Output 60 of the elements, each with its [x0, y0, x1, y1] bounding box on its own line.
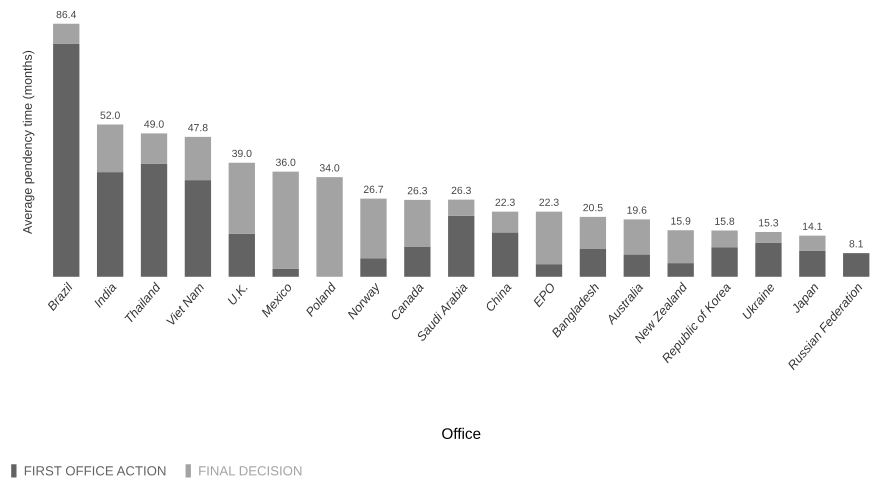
legend-label: FIRST OFFICE ACTION	[24, 466, 166, 476]
x-tick-label: U.K.	[227, 283, 248, 306]
annotation: 49.0	[144, 120, 164, 128]
bar	[316, 177, 343, 277]
bar	[53, 24, 80, 44]
bar	[228, 234, 255, 277]
bar	[140, 133, 168, 164]
annotation: 15.3	[759, 219, 778, 226]
bar	[272, 268, 299, 277]
y-axis-title: Average pendency time (months)	[22, 50, 34, 234]
bar	[843, 253, 870, 277]
bar	[799, 236, 826, 251]
annotation: 15.9	[671, 217, 690, 225]
bar	[711, 230, 738, 248]
x-axis-title: Office	[442, 428, 480, 440]
bar	[448, 200, 474, 216]
bar	[755, 232, 782, 243]
bar	[360, 198, 387, 258]
bar	[536, 212, 562, 264]
bar	[755, 242, 782, 277]
annotation: 8.1	[849, 240, 863, 248]
annotation: 26.3	[408, 186, 428, 194]
annotation: 26.3	[452, 186, 471, 194]
bar	[711, 247, 738, 277]
bar	[53, 44, 80, 277]
annotation: 19.6	[627, 206, 646, 214]
bar	[360, 258, 387, 277]
annotation: 86.4	[56, 10, 76, 18]
bar	[184, 136, 212, 180]
annotation: 14.1	[803, 222, 822, 230]
annotation: 36.0	[276, 158, 296, 166]
annotation: 22.3	[496, 198, 515, 206]
bar	[668, 263, 694, 277]
bar	[492, 212, 518, 233]
bar	[272, 172, 299, 269]
annotation: 52.0	[100, 112, 120, 119]
bar	[580, 216, 606, 250]
bar	[228, 162, 255, 234]
bar	[448, 216, 474, 277]
bar	[96, 172, 124, 277]
bar	[668, 230, 694, 264]
bar	[799, 250, 826, 277]
bar	[624, 219, 650, 255]
bar	[96, 124, 124, 172]
annotation: 39.0	[232, 150, 252, 158]
bar	[492, 232, 518, 277]
bar	[536, 264, 562, 277]
legend-label: FINAL DECISION	[199, 466, 302, 476]
bar	[624, 254, 650, 277]
bar	[404, 246, 431, 277]
bar	[140, 164, 168, 277]
bar	[580, 249, 606, 277]
bar	[184, 180, 212, 277]
bar	[404, 200, 431, 247]
annotation: 20.5	[583, 204, 603, 212]
annotation: 26.7	[364, 186, 384, 194]
annotation: 47.8	[188, 124, 208, 132]
annotation: 15.8	[715, 218, 734, 225]
annotation: 34.0	[320, 164, 340, 172]
annotation: 22.3	[539, 198, 559, 206]
